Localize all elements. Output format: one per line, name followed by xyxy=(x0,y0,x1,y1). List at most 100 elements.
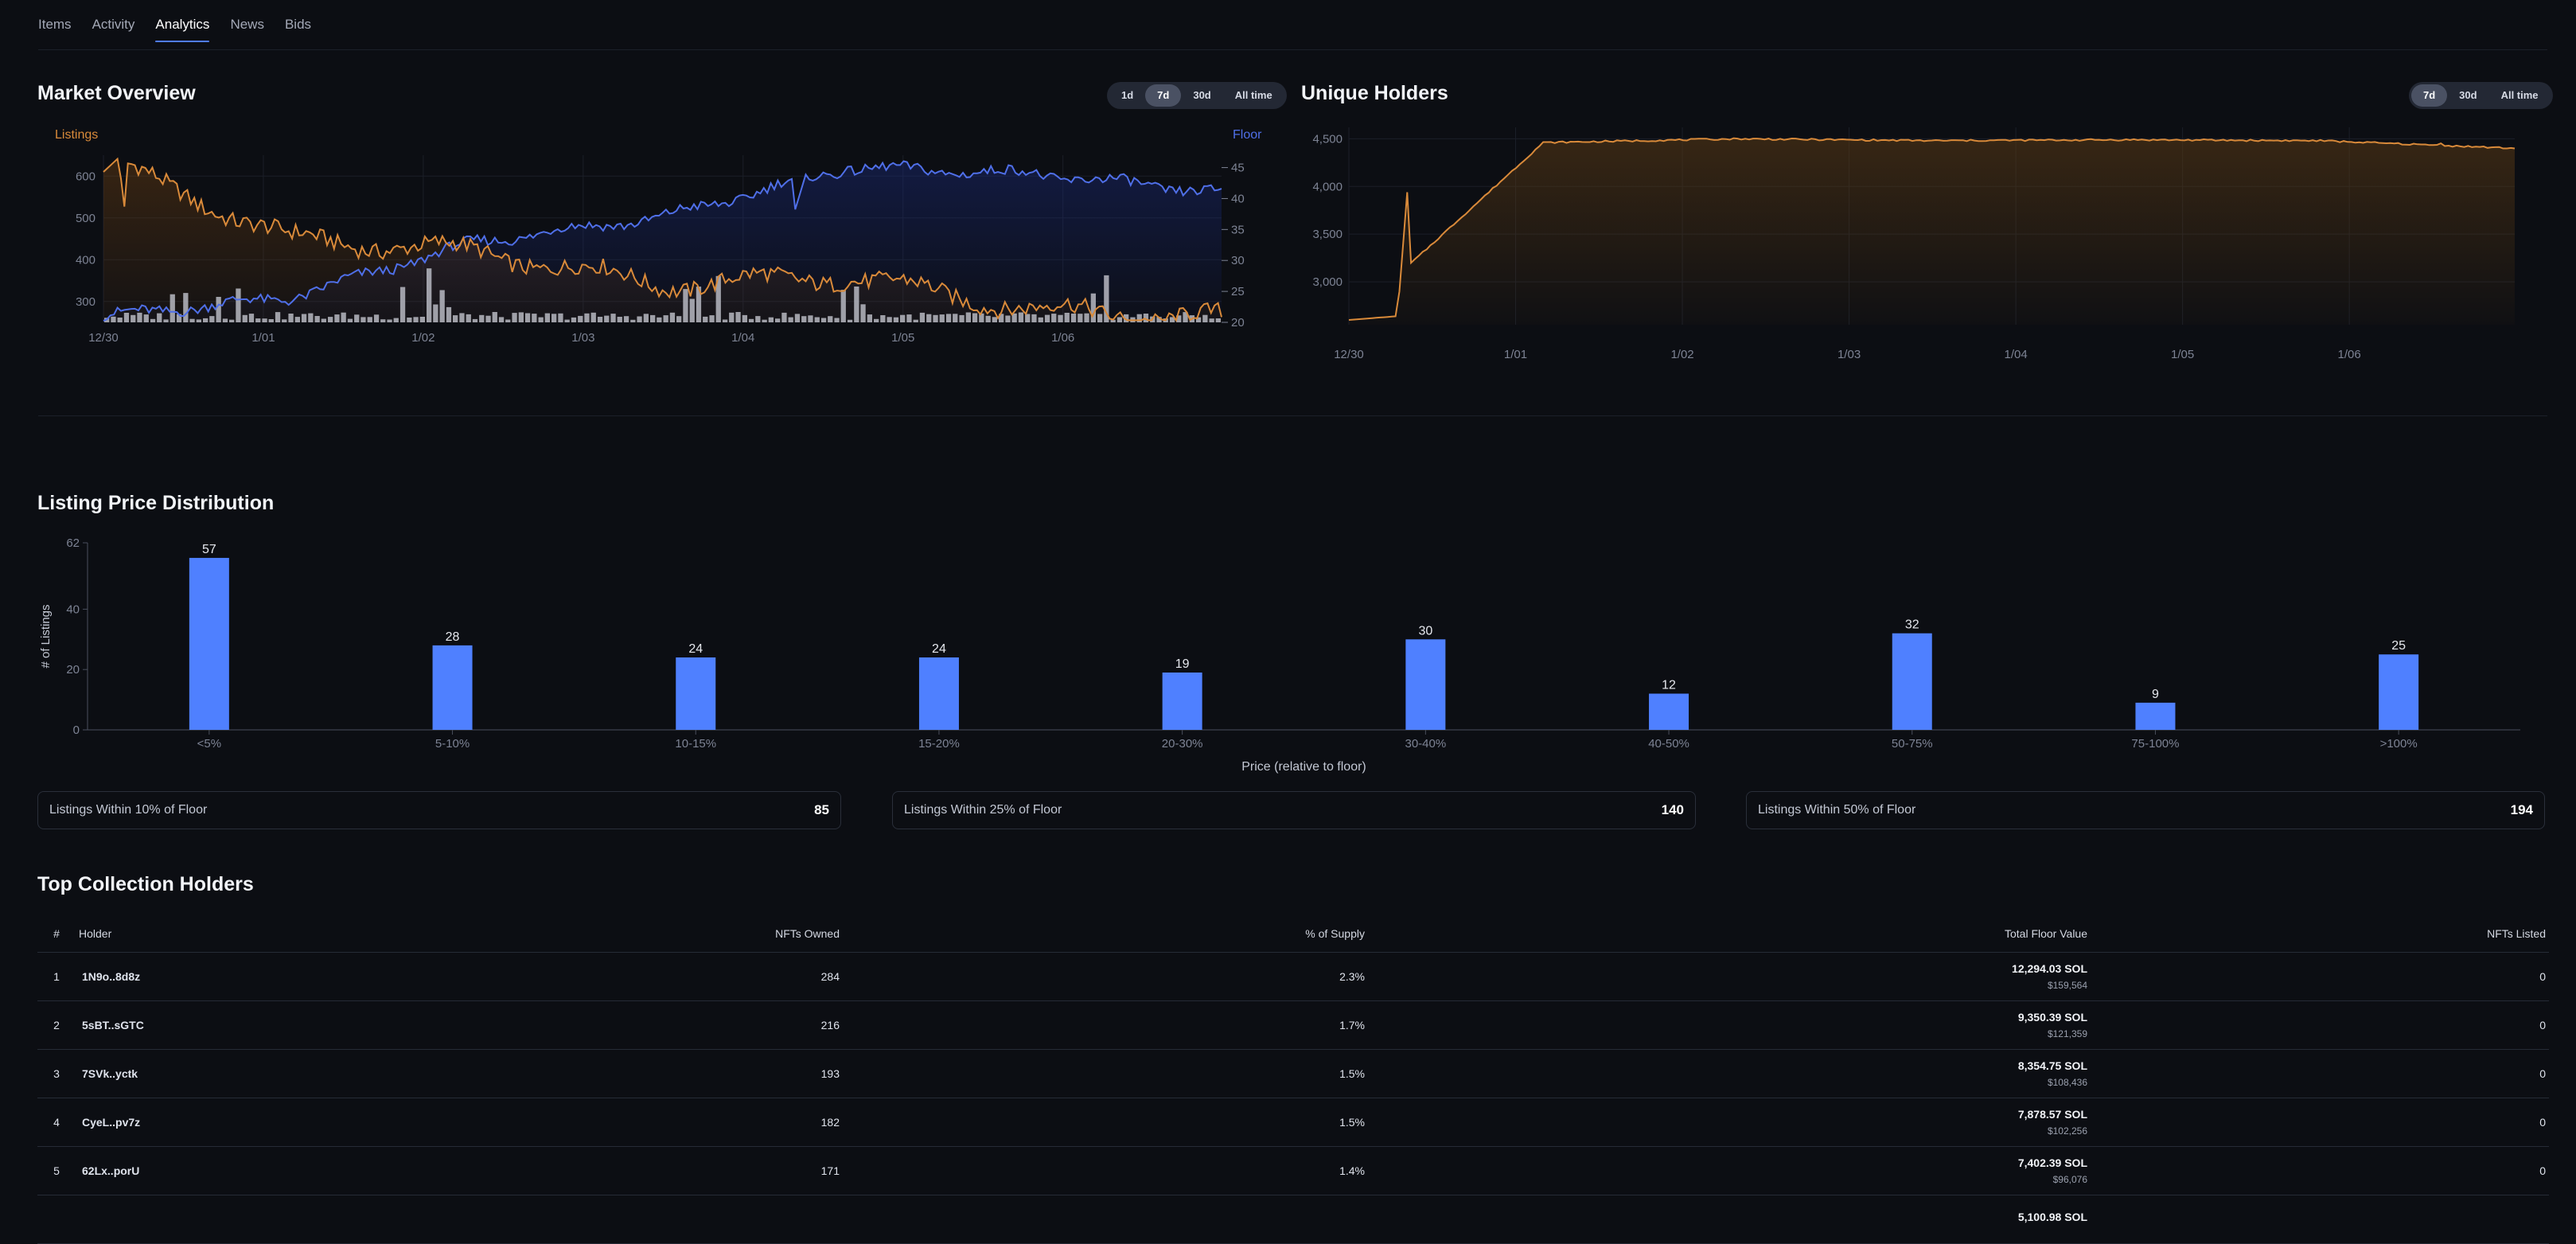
table-row[interactable]: 5 62Lx..porU 171 1.4% 7,402.39 SOL $96,076 0 xyxy=(37,1146,2549,1195)
volume-bar xyxy=(1136,314,1142,322)
holder-rank: 5 xyxy=(37,1146,76,1195)
volume-bar xyxy=(117,318,123,322)
tab-analytics[interactable]: Analytics xyxy=(155,10,210,42)
col-rank[interactable]: # xyxy=(37,915,76,953)
supply-percent: 1.4% xyxy=(843,1146,1368,1195)
x-tick: 1/06 xyxy=(1051,331,1074,345)
x-tick: 1/02 xyxy=(1670,348,1693,358)
distribution-bar xyxy=(1892,633,1932,730)
holder-address[interactable]: CyeL..pv7z xyxy=(76,1098,241,1147)
volume-bar xyxy=(1084,313,1089,322)
x-axis-title: Price (relative to floor) xyxy=(1241,760,1366,774)
x-tick: 1/03 xyxy=(1837,348,1861,358)
y-axis-title: # of Listings xyxy=(39,604,53,668)
col-nfts-listed[interactable]: NFTs Listed xyxy=(2091,915,2549,953)
volume-bar xyxy=(453,315,458,322)
volume-bar xyxy=(578,315,583,322)
listings-line xyxy=(103,157,1222,322)
holder-address[interactable]: 62Lx..porU xyxy=(76,1146,241,1195)
tab-activity[interactable]: Activity xyxy=(92,17,135,32)
volume-bar xyxy=(999,314,1004,322)
x-tick: >100% xyxy=(2380,737,2418,751)
floor-value: 8,354.75 SOL $108,436 xyxy=(1368,1049,2091,1098)
holder-address[interactable]: 1N9o..8d8z xyxy=(76,952,241,1001)
col-floor-value[interactable]: Total Floor Value xyxy=(1368,915,2091,953)
x-tick: 40-50% xyxy=(1648,737,1689,751)
stat-label: Listings Within 10% of Floor xyxy=(49,803,208,817)
table-row[interactable]: 2 5sBT..sGTC 216 1.7% 9,350.39 SOL $121,359 0 xyxy=(37,1000,2549,1050)
top-nav: Items Activity Analytics News Bids xyxy=(38,0,311,49)
tab-bids[interactable]: Bids xyxy=(284,17,312,32)
col-nfts-owned[interactable]: NFTs Owned xyxy=(241,915,843,953)
x-tick: 1/04 xyxy=(731,331,754,345)
supply-percent xyxy=(843,1195,1368,1244)
volume-bar xyxy=(1090,293,1096,322)
volume-bar xyxy=(590,312,596,322)
y-tick-right: 40 xyxy=(1231,192,1245,205)
distribution-bar xyxy=(676,657,716,730)
holder-address[interactable] xyxy=(76,1195,241,1244)
holder-address[interactable]: 5sBT..sGTC xyxy=(76,1000,241,1050)
volume-bar xyxy=(321,318,326,322)
unique-holders-chart[interactable]: 4,500 4,000 3,500 3,000 12/30 1/01 1/02 1/03 1/0… xyxy=(1289,119,2562,358)
bar-value-label: 32 xyxy=(1905,618,1919,632)
volume-bar xyxy=(380,319,386,322)
bar-value-label: 57 xyxy=(202,543,216,556)
volume-bar xyxy=(236,288,241,322)
volume-bar xyxy=(255,318,261,322)
holder-rank: 2 xyxy=(37,1000,76,1050)
y-tick-left: 400 xyxy=(76,253,95,267)
volume-bar xyxy=(1025,314,1031,322)
col-holder[interactable]: Holder xyxy=(76,915,241,953)
range-alltime-button[interactable]: All time xyxy=(1234,89,1272,101)
table-row[interactable]: 5,100.98 SOL xyxy=(37,1195,2549,1244)
y-tick: 40 xyxy=(66,603,80,616)
volume-bar xyxy=(992,317,997,322)
x-tick: 1/05 xyxy=(891,331,914,345)
holder-rank: 3 xyxy=(37,1049,76,1098)
floor-value-sol: 9,350.39 SOL xyxy=(2017,1011,2087,1024)
volume-bar xyxy=(801,316,807,322)
holders-range-7d-button[interactable]: 7d xyxy=(2411,84,2448,107)
volume-bar xyxy=(1143,314,1149,322)
nav-divider xyxy=(38,49,2547,50)
volume-bar xyxy=(630,319,636,322)
distribution-bar xyxy=(189,557,229,730)
volume-bar xyxy=(282,319,287,322)
volume-bar xyxy=(933,314,938,322)
tab-items[interactable]: Items xyxy=(38,17,72,32)
table-row[interactable]: 3 7SVk..yctk 193 1.5% 8,354.75 SOL $108,436 0 xyxy=(37,1049,2549,1098)
distribution-bar xyxy=(2379,654,2419,730)
bar-value-label: 30 xyxy=(1418,624,1432,638)
volume-bar xyxy=(926,314,932,322)
volume-bar xyxy=(828,316,833,322)
bar-value-label: 25 xyxy=(2391,639,2406,653)
nfts-listed: 0 xyxy=(2091,1000,2549,1050)
y-tick: 0 xyxy=(73,723,80,737)
range-1d-button[interactable]: 1d xyxy=(1121,89,1134,101)
volume-bar xyxy=(571,317,577,322)
table-row[interactable]: 1 1N9o..8d8z 284 2.3% 12,294.03 SOL $159,564 0 xyxy=(37,952,2549,1001)
range-30d-button[interactable]: 30d xyxy=(1193,89,1211,101)
volume-bar xyxy=(610,314,616,322)
listing-price-distribution-chart: 0 20 40 62 57 <5% 28 5-10% 24 10-15% 24 15-20% 19 20-… xyxy=(39,536,2520,774)
holders-range-30d-button[interactable]: 30d xyxy=(2459,89,2477,101)
range-7d-button[interactable]: 7d xyxy=(1145,84,1182,107)
col-supply[interactable]: % of Supply xyxy=(843,915,1368,953)
top-holders-table: # Holder NFTs Owned % of Supply Total Fl… xyxy=(37,915,2549,1244)
floor-value: 7,878.57 SOL $102,256 xyxy=(1368,1098,2091,1147)
y-tick-left: 500 xyxy=(76,212,95,225)
tab-news[interactable]: News xyxy=(230,17,264,32)
market-overview-chart[interactable]: 600 500 400 300 45 40 35 30 25 20 12/30 1/01 1/02 1/0… xyxy=(0,143,1289,366)
table-row[interactable]: 4 CyeL..pv7z 182 1.5% 7,878.57 SOL $102,256 0 xyxy=(37,1098,2549,1147)
x-tick: 1/02 xyxy=(411,331,435,345)
unique-holders-title: Unique Holders xyxy=(1301,82,1448,104)
nfts-owned xyxy=(241,1195,843,1244)
volume-bar xyxy=(1011,313,1017,322)
volume-bar xyxy=(867,314,872,322)
holders-range-selector: 7d 30d All time xyxy=(2409,82,2553,109)
holder-address[interactable]: 7SVk..yctk xyxy=(76,1049,241,1098)
nfts-listed: 0 xyxy=(2091,1049,2549,1098)
volume-bar xyxy=(143,314,149,322)
holders-range-alltime-button[interactable]: All time xyxy=(2500,89,2539,101)
